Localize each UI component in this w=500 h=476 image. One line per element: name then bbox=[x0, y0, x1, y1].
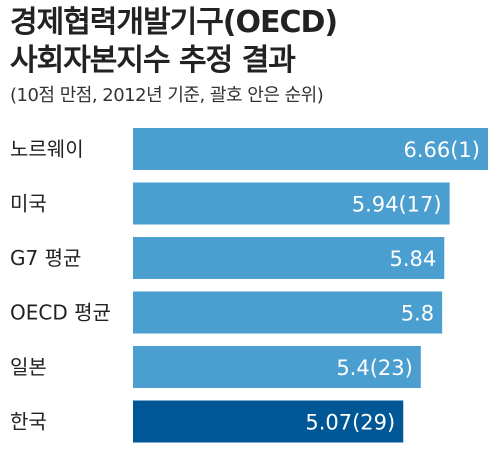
value-label-0: 6.66(1) bbox=[403, 138, 480, 162]
bar-3 bbox=[133, 291, 443, 334]
value-label-1: 5.94(17) bbox=[352, 193, 442, 217]
title-line-1: 경제협력개발기구(OECD) bbox=[10, 5, 338, 40]
value-label-5: 5.07(29) bbox=[305, 411, 395, 435]
bar-2 bbox=[133, 237, 445, 279]
category-label-2: G7 평균 bbox=[10, 246, 81, 270]
chart-title: 경제협력개발기구(OECD) 사회자본지수 추정 결과 bbox=[10, 4, 338, 80]
chart-subtitle: (10점 만점, 2012년 기준, 괄호 안은 순위) bbox=[10, 85, 324, 106]
bar-5 bbox=[133, 400, 404, 443]
value-label-4: 5.4(23) bbox=[336, 356, 413, 380]
value-label-3: 5.8 bbox=[401, 302, 434, 326]
title-line-2: 사회자본지수 추정 결과 bbox=[10, 43, 296, 78]
bar-0 bbox=[133, 128, 488, 170]
category-label-5: 한국 bbox=[10, 410, 47, 434]
category-label-3: OECD 평균 bbox=[10, 301, 111, 325]
bar-4 bbox=[133, 346, 421, 388]
category-label-4: 일본 bbox=[10, 355, 47, 379]
value-label-2: 5.84 bbox=[390, 247, 437, 271]
bar-1 bbox=[133, 182, 450, 225]
category-label-1: 미국 bbox=[10, 192, 47, 216]
category-label-0: 노르웨이 bbox=[10, 137, 84, 161]
